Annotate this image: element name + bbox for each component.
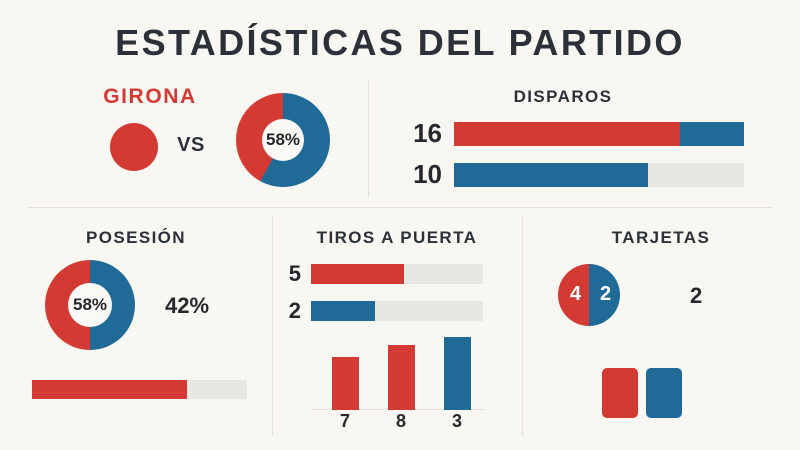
- possession-progress-track: [32, 380, 247, 399]
- shots-on-target-track: [311, 264, 483, 284]
- blue-card-icon: [646, 368, 682, 418]
- divider-horizontal: [28, 207, 772, 208]
- divider-vertical-top: [368, 80, 369, 198]
- mini-bar: [387, 345, 415, 410]
- mini-bar: [443, 337, 471, 410]
- vs-label: VS: [177, 134, 205, 156]
- page-title: ESTADÍSTICAS DEL PARTIDO: [115, 22, 685, 63]
- section-title-shots-on-target: TIROS A PUERTA: [316, 228, 478, 247]
- section-title-cards: TARJETAS: [611, 228, 711, 247]
- team-name-label: GIRONA: [103, 85, 197, 108]
- section-title-shots: DISPAROS: [513, 87, 613, 106]
- cards-left-value: 4: [570, 283, 582, 305]
- mini-bar-label: 7: [339, 411, 350, 431]
- shots-row-fill-secondary: [680, 121, 744, 146]
- shots-row: 10: [398, 159, 744, 190]
- cards-outside-value: 2: [690, 283, 703, 308]
- divider-vertical-bottom-2: [522, 216, 523, 436]
- shots-row-fill: [454, 121, 681, 146]
- shots-on-target-track: [311, 301, 483, 321]
- possession-progress-fill: [32, 380, 187, 399]
- shots-row-value: 10: [413, 159, 442, 189]
- shots-on-target-row: 2: [275, 298, 483, 324]
- shots-row-value: 16: [413, 118, 442, 148]
- shots-row-track: [454, 162, 744, 187]
- matchup-possession-value: 58%: [262, 119, 304, 161]
- shots-on-target-fill: [311, 301, 375, 321]
- shots-on-target-value: 5: [288, 261, 301, 286]
- mini-bar-column: 3: [432, 337, 482, 431]
- red-card-icon: [602, 368, 638, 418]
- shots-on-target-value: 2: [288, 298, 301, 323]
- mini-bar-label: 3: [451, 411, 462, 431]
- cards-right-value: 2: [600, 283, 612, 305]
- mini-bar-column: 7: [320, 357, 370, 431]
- shots-on-target-row: 5: [275, 261, 483, 287]
- cards-pie-chart: [558, 264, 620, 326]
- shots-row-fill: [454, 162, 649, 187]
- divider-vertical-bottom-1: [272, 216, 273, 436]
- shots-row-track: [454, 121, 744, 146]
- shots-on-target-fill: [311, 264, 404, 284]
- mini-bar: [331, 357, 359, 410]
- team-color-dot-icon: [110, 123, 158, 171]
- shots-on-target-mini-bar-chart: 7 8 3: [312, 332, 484, 432]
- shots-row: 16: [398, 118, 744, 149]
- possession-left-value: 58%: [68, 283, 112, 327]
- possession-right-value: 42%: [165, 293, 210, 318]
- section-title-possession: POSESIÓN: [85, 228, 186, 247]
- mini-bar-column: 8: [376, 345, 426, 431]
- mini-bar-label: 8: [395, 411, 406, 431]
